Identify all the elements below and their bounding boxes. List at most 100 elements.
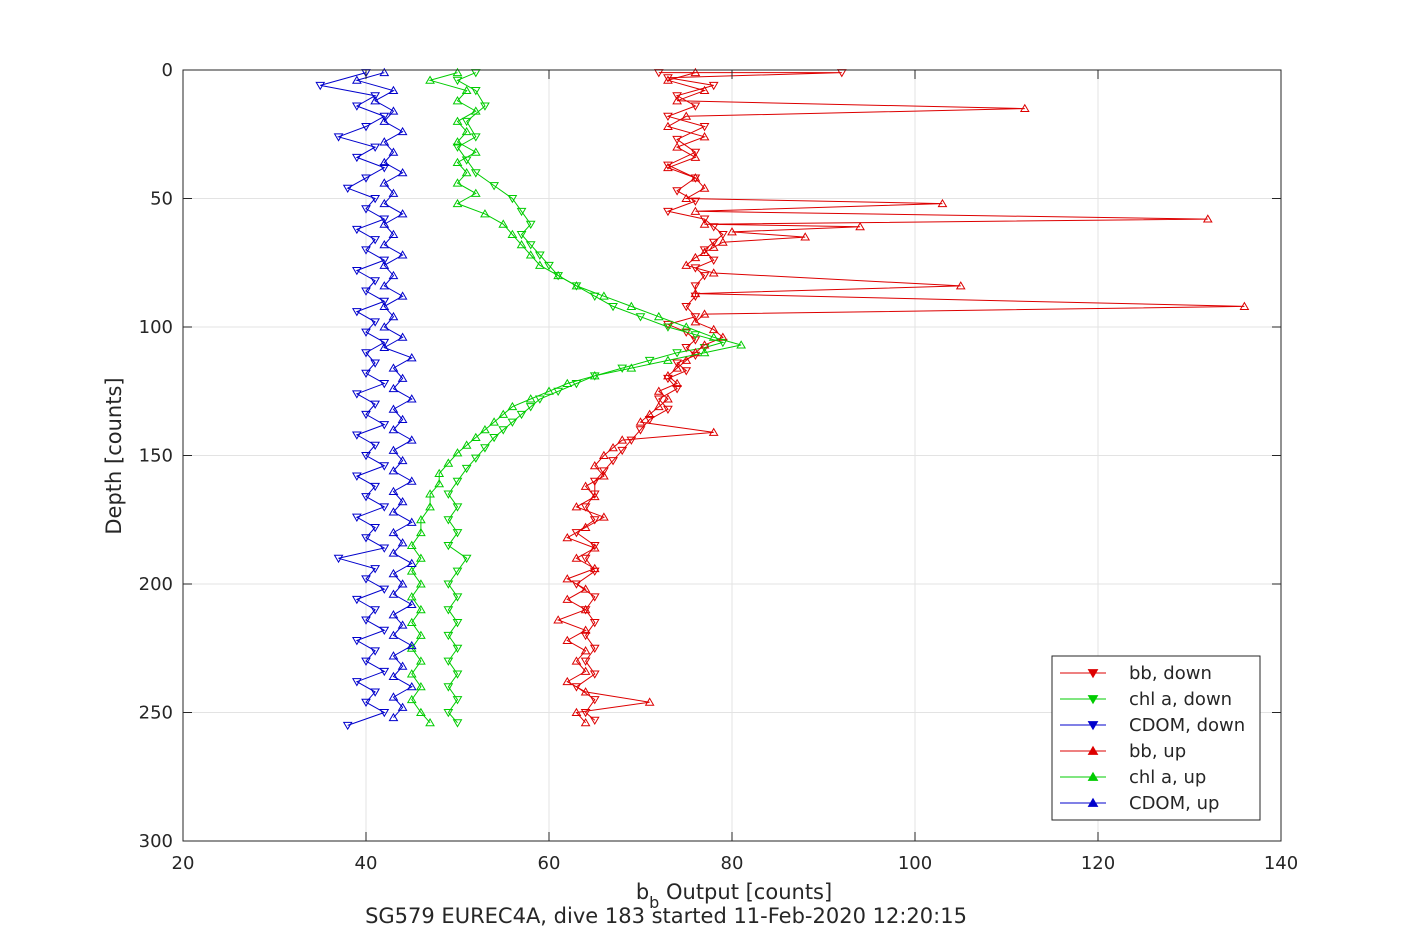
data-point-marker [855,221,865,231]
data-point-marker [571,553,582,562]
data-point-marker [708,238,719,247]
data-point-marker [370,565,381,574]
series-chl-a-down [443,69,728,728]
data-point-marker [617,446,628,456]
series-chl-a-up [406,67,747,727]
data-point-marker [663,320,673,330]
x-tick-label: 100 [898,853,932,874]
data-point-marker [443,458,454,467]
data-point-marker [351,75,362,84]
data-point-marker [416,514,426,524]
data-point-marker [507,229,518,238]
data-point-marker [699,183,710,192]
data-point-marker [406,394,417,403]
data-point-marker [461,464,472,474]
data-point-marker [370,400,381,409]
data-point-marker [544,261,554,271]
data-point-marker [425,75,435,84]
data-point-marker [388,610,399,619]
data-point-marker [443,606,454,615]
data-point-marker [690,197,701,206]
data-point-marker [571,580,582,589]
data-point-marker [589,644,600,654]
data-point-marker [708,242,719,251]
axis-ticks: 20 40 60 80 100 120 140 0 50 100 150 200 250 300 [139,60,1299,874]
data-point-marker [388,466,399,475]
data-point-marker [397,209,408,218]
data-point-marker [708,332,719,341]
data-point-marker [717,237,728,246]
data-point-marker [589,516,600,525]
data-point-marker [452,448,463,457]
data-point-marker [361,246,371,255]
data-point-marker [361,452,371,461]
data-point-marker [388,270,399,280]
legend: bb, down chl a, down CDOM, down bb, up chl a… [1051,655,1261,821]
data-point-marker [663,74,673,83]
x-tick-label: 60 [538,853,561,874]
data-point-marker [663,405,673,415]
data-point-marker [690,252,701,262]
data-point-marker [397,332,408,341]
data-point-marker [699,85,710,95]
data-point-marker [690,288,701,298]
data-point-marker [480,444,490,453]
x-tick-label: 140 [1264,853,1298,874]
data-point-marker [361,534,371,543]
data-point-marker [379,297,390,307]
data-point-marker [470,454,481,463]
legend-label: bb, up [1129,741,1186,762]
data-point-marker [571,281,582,290]
data-point-marker [589,619,600,628]
y-tick-label: 50 [150,189,173,210]
series-line [556,72,1245,724]
data-point-marker [416,656,426,665]
data-point-marker [452,696,463,705]
data-point-marker [370,482,381,492]
data-point-marker [708,427,719,436]
data-point-marker [370,143,381,152]
data-point-marker [370,96,381,105]
data-point-marker [388,671,399,681]
data-point-marker [690,148,701,158]
data-point-marker [361,616,371,625]
data-point-marker [379,112,390,122]
data-point-marker [571,502,582,511]
x-tick-label: 20 [172,853,195,874]
data-point-marker [388,229,399,238]
data-point-marker [489,434,499,443]
data-point-marker [379,215,390,224]
data-point-marker [443,516,454,525]
data-point-marker [379,585,390,594]
data-point-marker [452,137,463,146]
y-tick-label: 300 [139,831,173,852]
data-point-marker [425,502,435,511]
data-point-marker [699,219,710,228]
data-point-marker [580,709,591,718]
data-point-marker [361,698,371,708]
data-point-marker [534,260,545,269]
data-point-marker [525,250,536,259]
data-point-marker [379,626,390,636]
data-point-marker [672,359,682,368]
data-point-marker [443,683,454,692]
data-point-marker [727,227,737,236]
data-point-marker [379,157,390,167]
data-point-marker [480,425,490,434]
data-point-marker [690,347,701,357]
data-point-marker [388,527,399,537]
data-point-marker [580,687,591,696]
data-point-marker [544,386,554,395]
data-point-marker [498,409,509,418]
data-point-marker [361,657,371,666]
data-point-marker [699,123,710,132]
data-point-marker [452,143,463,152]
data-point-marker [663,323,673,332]
data-point-marker [589,593,600,602]
data-point-marker [416,579,426,588]
data-point-marker [663,121,673,131]
data-point-marker [1019,103,1030,113]
data-point-marker [315,81,326,91]
data-point-marker [452,198,463,208]
data-point-marker [534,395,545,404]
